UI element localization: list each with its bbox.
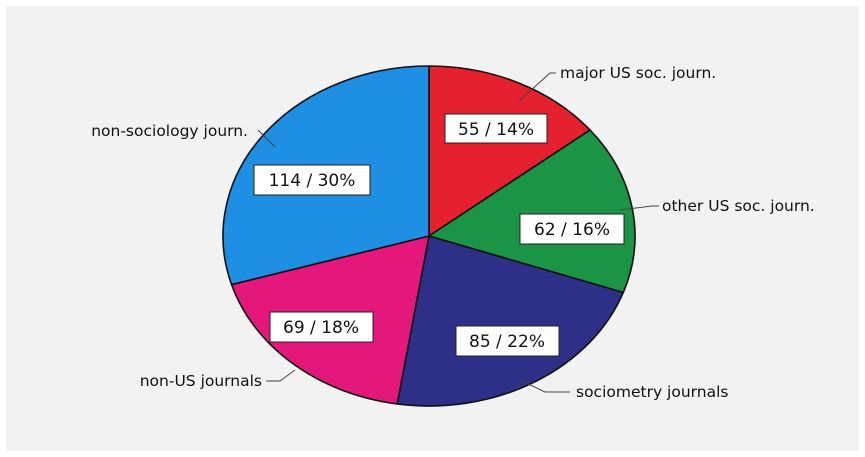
data-label-non-sociology: 114 / 30% (253, 164, 371, 196)
leader-line-other-us (619, 205, 659, 211)
category-label-major-us: major US soc. journ. (560, 64, 716, 82)
leader-line-non-sociology (257, 129, 276, 148)
pie-slice-other-us (428, 129, 636, 294)
svg-text:85 / 22%: 85 / 22% (469, 332, 545, 352)
pie-slice-sociometry (396, 235, 625, 407)
leader-line-sociometry (519, 379, 570, 393)
svg-text:55 / 14%: 55 / 14% (458, 120, 534, 140)
data-label-non-us: 69 / 18% (269, 311, 374, 343)
svg-text:114 / 30%: 114 / 30% (269, 171, 356, 191)
data-label-other-us: 62 / 16% (519, 213, 625, 245)
svg-text:69 / 18%: 69 / 18% (283, 318, 359, 338)
data-label-sociometry: 85 / 22% (455, 325, 560, 357)
data-label-major-us: 55 / 14% (444, 113, 548, 144)
category-label-non-us: non-US journals (140, 372, 262, 390)
leader-line-major-us (518, 72, 556, 102)
pie-slice-major-us (428, 65, 591, 237)
svg-text:62 / 16%: 62 / 16% (534, 220, 610, 240)
category-label-non-sociology: non-sociology journ. (91, 122, 248, 140)
category-label-other-us: other US soc. journ. (662, 197, 815, 215)
data-labels-layer: 55 / 14% 62 / 16% 85 / 22% 69 / 18% 114 … (253, 113, 625, 357)
category-label-sociometry: sociometry journals (576, 383, 728, 401)
category-labels-layer: major US soc. journ. other US soc. journ… (91, 64, 815, 401)
leader-lines-layer (257, 72, 659, 393)
leader-line-non-us (266, 369, 296, 382)
